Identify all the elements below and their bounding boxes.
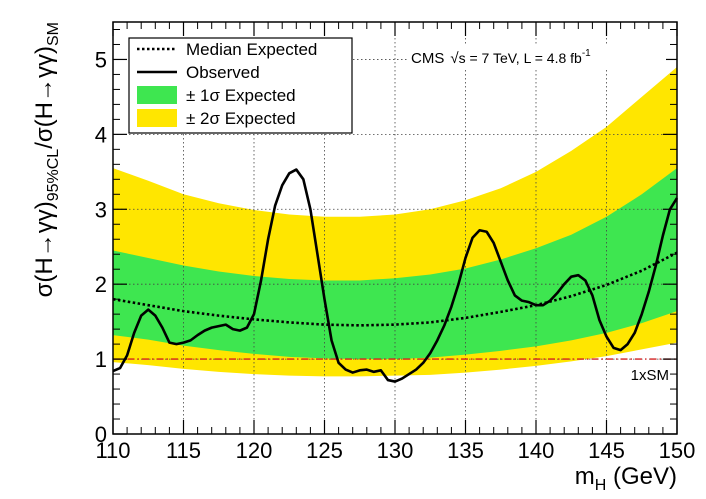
x-tick-label: 120 [236,438,273,463]
cms-annotation: CMS √s = 7 TeV, L = 4.8 fb-1 [411,48,591,67]
axis-titles: mH (GeV) σ(H→γγ)95%CL/σ(H→γγ)SM [31,22,677,494]
sqrt-symbol: √ [450,50,459,67]
axis-ticks: 110 115 120 125 130 135 140 145 150 0 1 2 3 4 5 [95,22,696,463]
x-tick-label: 150 [659,438,696,463]
x-title-unit: (GeV) [606,463,677,490]
legend: Median Expected Observed ± 1σ Expected ± 2σ… [128,37,353,134]
x-tick-label: 135 [447,438,484,463]
legend-label: ± 2σ Expected [186,109,296,128]
energy-lumi: s = 7 TeV, L = 4.8 fb [459,50,582,66]
lumi-exponent: -1 [582,48,591,59]
y-title-den-sub: SM [45,22,62,46]
median-expected-line [112,251,678,327]
y-tick-label: 4 [95,122,107,147]
y-tick-label: 5 [95,47,107,72]
annotation: CMS √s = 7 TeV, L = 4.8 fb-1 [408,44,666,68]
y-tick-label: 2 [95,272,107,297]
legend-label: Median Expected [186,40,317,59]
legend-swatch [137,86,177,104]
y-tick-label: 1 [95,347,107,372]
y-title-num: σ(H→γγ) [31,201,58,297]
y-title-num-sub: 95%CL [45,149,62,202]
x-title-main: m [575,463,595,490]
y-tick-label: 3 [95,197,107,222]
x-tick-label: 145 [588,438,625,463]
y-axis-title: σ(H→γγ)95%CL/σ(H→γγ)SM [31,22,62,297]
x-tick-label: 130 [377,438,414,463]
legend-label: Observed [186,63,260,82]
cms-label: CMS [411,50,444,67]
sm-reference: 1xSM [113,358,677,384]
legend-label: ± 1σ Expected [186,86,296,105]
x-axis-title: mH (GeV) [575,463,677,494]
annotation-backdrop [408,44,666,68]
sm-label: 1xSM [631,367,669,384]
x-title-sub: H [595,477,607,494]
y-tick-label: 0 [95,422,107,447]
x-tick-label: 125 [306,438,343,463]
observed-line [112,168,679,383]
curves [112,168,679,383]
x-tick-label: 110 [95,438,130,463]
y-title-den: /σ(H→γγ) [31,46,58,149]
x-tick-label: 115 [166,438,201,463]
x-tick-label: 140 [518,438,555,463]
legend-swatch [137,109,177,127]
